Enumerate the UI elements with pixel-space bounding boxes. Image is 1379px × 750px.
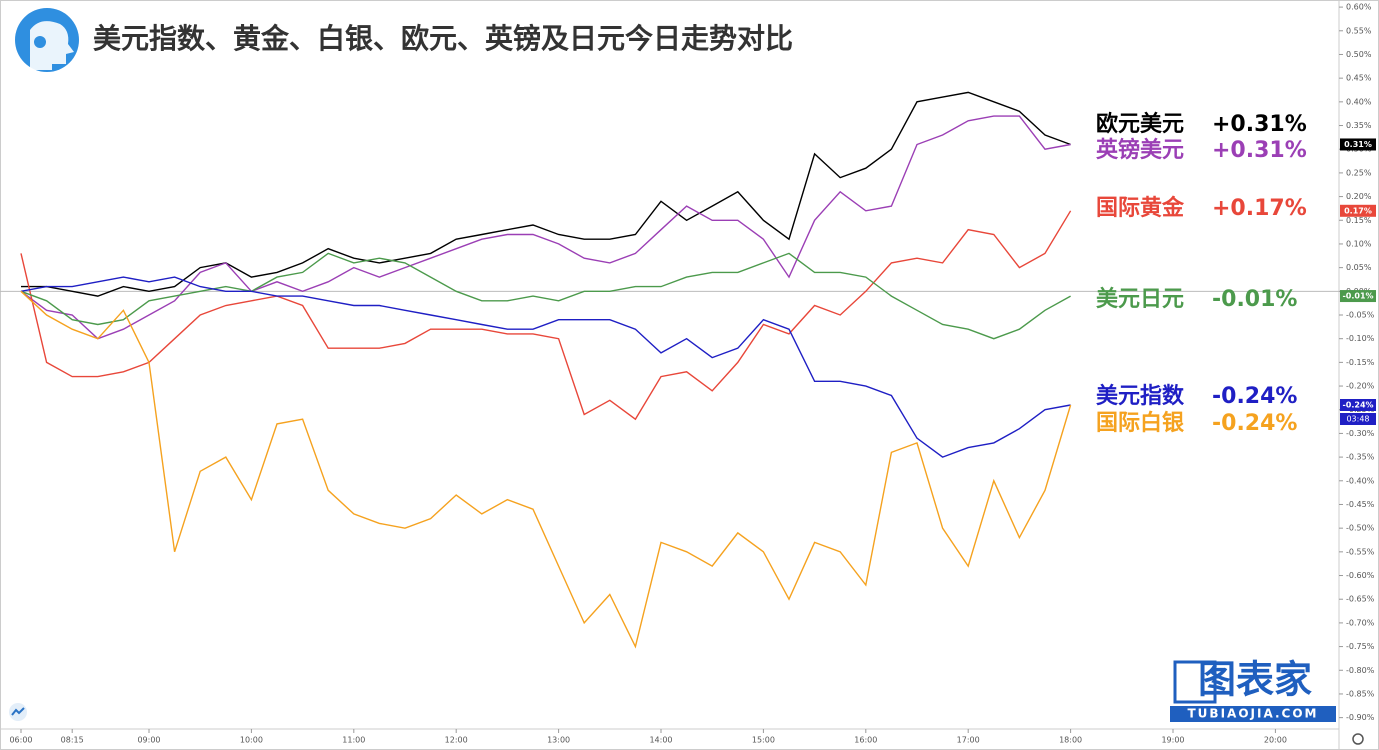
legend-value: -0.24%: [1212, 384, 1297, 409]
y-tick-label: -0.80%: [1346, 666, 1375, 675]
y-tick-label: -0.40%: [1346, 476, 1375, 485]
legend-value: +0.31%: [1212, 112, 1307, 137]
plot-area: [0, 91, 1339, 649]
y-tick-label: -0.15%: [1346, 358, 1375, 367]
legend-value: -0.01%: [1212, 287, 1297, 312]
price-tag-label: 0.17%: [1344, 206, 1372, 215]
legend-name: 国际黄金: [1096, 195, 1185, 221]
settings-icon[interactable]: [1352, 733, 1364, 745]
y-tick-label: -0.75%: [1346, 642, 1375, 651]
tradingview-logo: [9, 703, 27, 721]
y-tick-label: 0.50%: [1346, 50, 1372, 59]
y-tick-label: 0.40%: [1346, 97, 1372, 106]
price-tag: [1340, 138, 1376, 151]
series-line: [20, 115, 1071, 340]
y-tick-label: -0.30%: [1346, 429, 1375, 438]
x-tick-label: 16:00: [854, 736, 877, 745]
chart-title: 美元指数、黄金、白银、欧元、英镑及日元今日走势对比: [93, 22, 793, 55]
x-tick-label: 15:00: [752, 736, 775, 745]
x-tick-label: 08:15: [61, 736, 84, 745]
y-tick-label: 0.60%: [1346, 3, 1372, 12]
legend-name: 美元日元: [1096, 286, 1184, 312]
legend-name: 英镑美元: [1096, 137, 1184, 163]
price-tag-label: -0.24%: [1342, 401, 1373, 410]
series-line: [20, 290, 1072, 649]
x-tick-label: 14:00: [649, 736, 672, 745]
y-tick-label: -0.85%: [1346, 689, 1375, 698]
x-tick-label: 13:00: [547, 736, 570, 745]
y-tick-label: -0.50%: [1346, 524, 1375, 533]
y-tick-label: -0.90%: [1346, 713, 1375, 722]
y-tick-label: 0.20%: [1346, 192, 1372, 201]
legend-value: +0.17%: [1212, 196, 1307, 221]
countdown-tag: [1340, 413, 1376, 425]
price-tag: [1340, 290, 1376, 303]
y-tick-label: -0.55%: [1346, 547, 1375, 556]
x-tick-label: 06:00: [9, 736, 32, 745]
price-tag-label: 0.31%: [1344, 140, 1372, 149]
series-line: [20, 252, 1071, 340]
y-tick-label: 0.05%: [1346, 263, 1372, 272]
price-tag: [1340, 399, 1376, 411]
watermark-site: TUBIAOJIA.COM: [1188, 707, 1319, 721]
y-tick-label: 0.15%: [1346, 216, 1372, 225]
legend-name: 美元指数: [1096, 383, 1185, 409]
y-tick-label: 0.45%: [1346, 74, 1372, 83]
series-line: [20, 276, 1071, 458]
legend-name: 国际白银: [1096, 410, 1185, 436]
x-tick-label: 10:00: [240, 736, 263, 745]
series-line: [21, 91, 1071, 297]
price-tag: [1340, 204, 1376, 217]
y-tick-label: 0.10%: [1346, 239, 1372, 248]
legend-value: +0.31%: [1212, 138, 1307, 163]
y-tick-label: -0.45%: [1346, 500, 1375, 509]
x-tick-label: 12:00: [445, 736, 468, 745]
y-tick-label: -0.70%: [1346, 618, 1375, 627]
watermark-brand: 图表家: [1198, 658, 1312, 702]
y-tick-label: 0.35%: [1346, 121, 1372, 130]
y-tick-label: -0.60%: [1346, 571, 1375, 580]
x-tick-label: 20:00: [1264, 736, 1287, 745]
x-tick-label: 18:00: [1059, 736, 1082, 745]
y-tick-label: -0.35%: [1346, 453, 1375, 462]
y-tick-label: 0.55%: [1346, 26, 1372, 35]
countdown-label: 03:48: [1346, 415, 1369, 424]
x-tick-label: 09:00: [137, 736, 160, 745]
y-tick-label: -0.05%: [1346, 311, 1375, 320]
x-tick-label: 17:00: [957, 736, 980, 745]
series-line: [20, 210, 1072, 421]
legend-name: 欧元美元: [1096, 111, 1184, 137]
x-tick-label: 19:00: [1161, 736, 1184, 745]
y-tick-label: -0.10%: [1346, 334, 1375, 343]
y-tick-label: 0.25%: [1346, 168, 1372, 177]
x-tick-label: 11:00: [342, 736, 365, 745]
logo: [15, 8, 79, 72]
y-tick-label: -0.65%: [1346, 595, 1375, 604]
price-tag-label: -0.01%: [1342, 292, 1373, 301]
legend-value: -0.24%: [1212, 411, 1297, 436]
y-tick-label: -0.20%: [1346, 382, 1375, 391]
watermark: 图表家 TUBIAOJIA.COM: [1170, 658, 1336, 722]
